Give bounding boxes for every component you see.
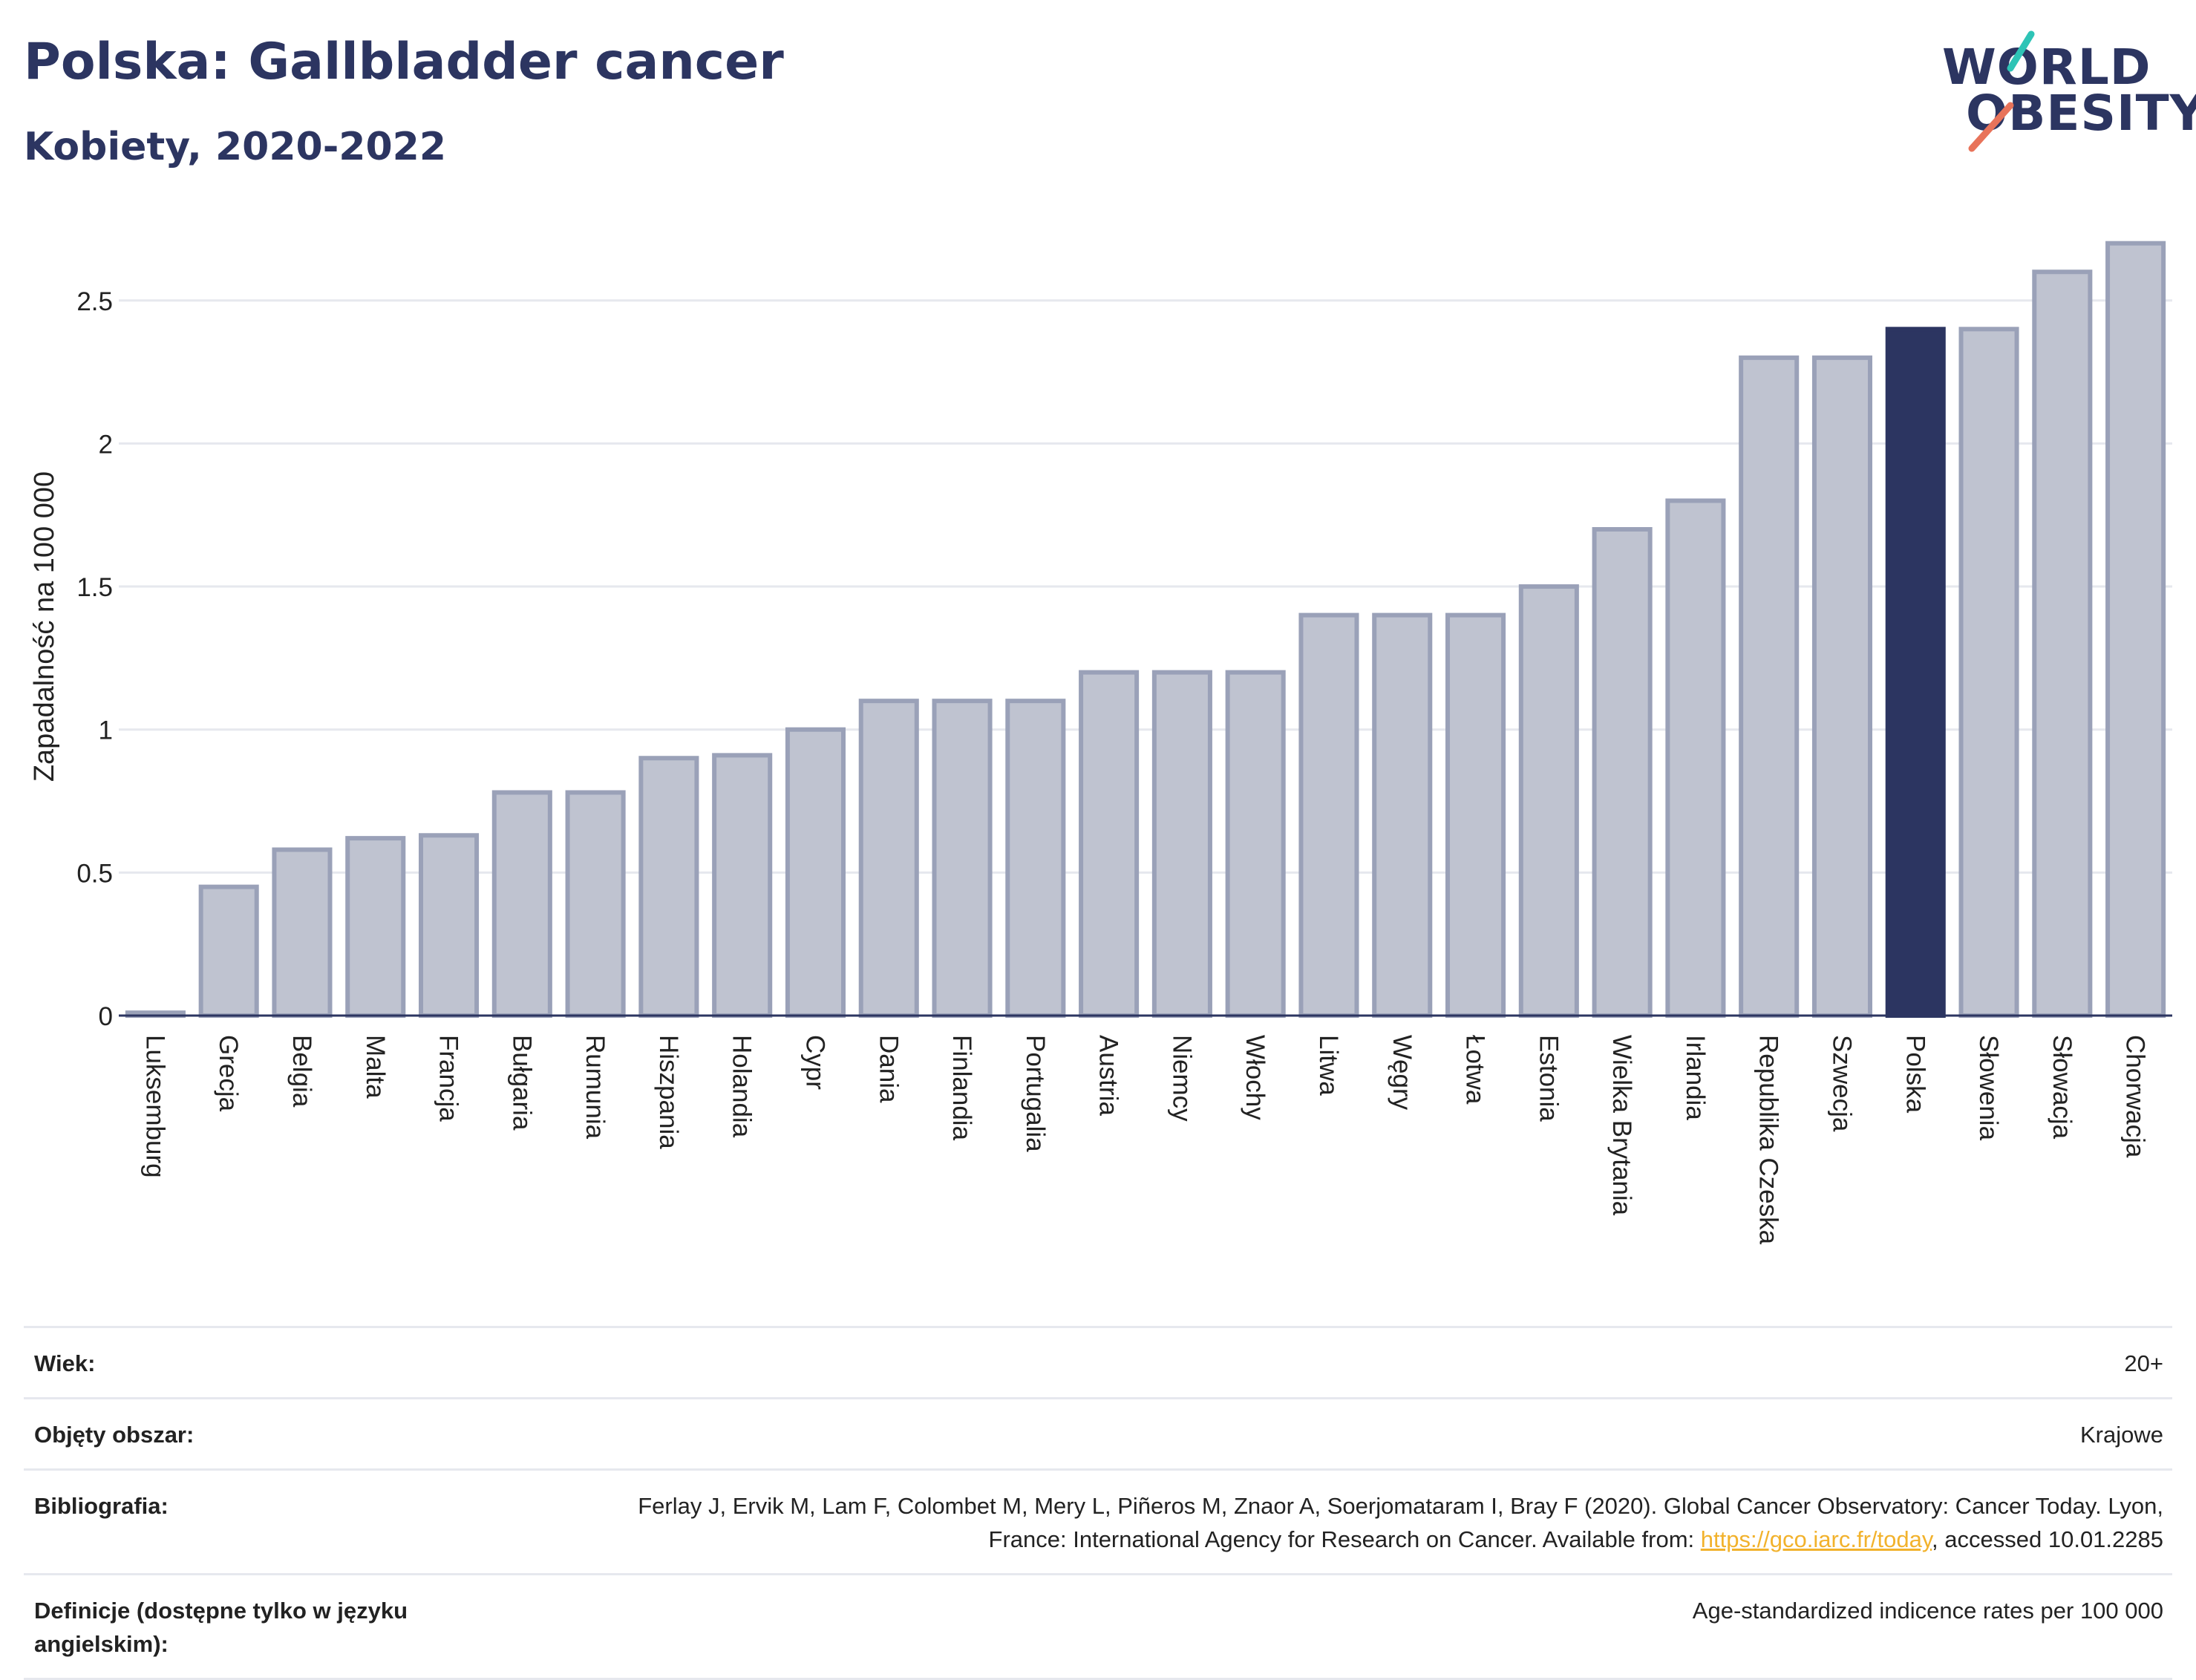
logo-line-1: WORLD [1942, 39, 2151, 96]
bar-finlandia[interactable] [932, 699, 993, 1018]
bar-niemcy[interactable] [1151, 670, 1212, 1018]
x-tick-label: Szwecja [1827, 1035, 1856, 1132]
x-tick-label: Malta [361, 1035, 390, 1099]
x-tick-label: Holandia [728, 1035, 756, 1138]
bar-republika-czeska[interactable] [1739, 355, 1800, 1018]
definitions-value: Age-standardized indicence rates per 100… [1692, 1597, 2163, 1624]
bar-rumunia[interactable] [565, 790, 626, 1018]
bar-malta[interactable] [345, 836, 406, 1019]
age-value: 20+ [2124, 1350, 2163, 1376]
bar-wielka-brytania[interactable] [1592, 527, 1653, 1018]
bars [125, 241, 2166, 1019]
bar-austria[interactable] [1079, 670, 1140, 1018]
info-row-bibliography: Bibliografia: Ferlay J, Ervik M, Lam F, … [24, 1468, 2172, 1573]
x-tick-label: Hiszpania [654, 1035, 683, 1149]
area-label: Objęty obszar: [34, 1421, 195, 1448]
x-tick-label: Francja [434, 1035, 463, 1122]
bibliography-label: Bibliografia: [34, 1492, 169, 1519]
x-tick-label: Austria [1094, 1035, 1123, 1116]
bar-dania[interactable] [858, 699, 919, 1018]
x-tick-label: Włochy [1241, 1035, 1269, 1120]
bar-hiszpania[interactable] [638, 756, 699, 1018]
info-row-area: Objęty obszar: Krajowe [24, 1396, 2172, 1468]
x-tick-label: Litwa [1314, 1035, 1343, 1096]
bibliography-accessed: , accessed 10.01.2285 [1932, 1526, 2163, 1552]
area-value: Krajowe [2080, 1421, 2163, 1448]
bar-chart: 0 0.5 1 1.5 2 2.5 Luksemburg Grecja Belgia Malta F… [29, 241, 2172, 1245]
bar-łotwa[interactable] [1445, 612, 1506, 1018]
page-title: Polska: Gallbladder cancer [24, 33, 784, 91]
x-tick-label: Słowenia [1974, 1035, 2003, 1141]
y-tick-label: 2 [99, 430, 113, 459]
x-tick-label: Łotwa [1461, 1035, 1490, 1105]
x-tick-label: Bułgaria [507, 1035, 536, 1131]
logo-slash-icon [1968, 30, 2035, 152]
x-tick-label: Luksemburg [140, 1035, 169, 1178]
x-tick-label: Rumunia [581, 1035, 610, 1140]
x-tick-label: Irlandia [1681, 1035, 1710, 1120]
x-tick-label: Republika Czeska [1754, 1035, 1783, 1245]
bar-estonia[interactable] [1518, 584, 1579, 1018]
x-tick-label: Finlandia [947, 1035, 976, 1141]
definitions-label: Definicje (dostępne tylko w języku angie… [34, 1597, 408, 1657]
y-tick-label: 2.5 [76, 287, 113, 316]
bar-węgry[interactable] [1372, 612, 1433, 1018]
bar-portugalia[interactable] [1005, 699, 1066, 1018]
bar-polska[interactable] [1885, 327, 1946, 1018]
bibliography-value: Ferlay J, Ervik M, Lam F, Colombet M, Me… [589, 1490, 2163, 1557]
age-label: Wiek: [34, 1350, 96, 1376]
x-tick-label: Polska [1901, 1035, 1929, 1114]
x-tick-label: Portugalia [1021, 1035, 1050, 1152]
x-tick-label: Słowacja [2048, 1035, 2076, 1140]
bibliography-text: Ferlay J, Ervik M, Lam F, Colombet M, Me… [638, 1492, 2163, 1552]
y-tick-label: 0.5 [76, 859, 113, 888]
x-tick-label: Chorwacja [2121, 1035, 2150, 1158]
x-tick-label: Niemcy [1167, 1035, 1196, 1122]
bar-słowenia[interactable] [1958, 327, 2019, 1018]
axes: 0 0.5 1 1.5 2 2.5 Luksemburg Grecja Belgia Malta F… [76, 287, 2172, 1245]
x-tick-label: Węgry [1388, 1035, 1416, 1111]
bar-włochy[interactable] [1225, 670, 1286, 1018]
info-row-definitions: Definicje (dostępne tylko w języku angie… [24, 1572, 2172, 1680]
y-axis-title: Zapadalność na 100 000 [29, 471, 60, 782]
x-tick-label: Wielka Brytania [1607, 1035, 1636, 1216]
bar-francja[interactable] [418, 833, 480, 1018]
x-tick-label: Dania [874, 1035, 903, 1103]
bar-grecja[interactable] [198, 884, 259, 1019]
bar-słowacja[interactable] [2032, 269, 2093, 1018]
bar-szwecja[interactable] [1811, 355, 1873, 1018]
y-tick-label: 1 [99, 716, 113, 745]
x-tick-label: Grecja [214, 1035, 243, 1112]
info-table: Wiek: 20+ Objęty obszar: Krajowe Bibliog… [24, 1326, 2172, 1680]
info-row-age: Wiek: 20+ [24, 1326, 2172, 1397]
page-subtitle: Kobiety, 2020-2022 [24, 125, 447, 169]
bar-holandia[interactable] [712, 753, 773, 1018]
bar-cypr[interactable] [785, 727, 846, 1018]
x-tick-label: Cypr [800, 1035, 829, 1090]
world-obesity-logo[interactable]: WORLD OBESITY [1930, 30, 2196, 163]
y-tick-label: 0 [99, 1002, 113, 1031]
y-tick-label: 1.5 [76, 573, 113, 602]
bibliography-link[interactable]: https://gco.iarc.fr/today [1700, 1526, 1932, 1552]
x-tick-label: Belgia [287, 1035, 316, 1108]
bar-belgia[interactable] [272, 847, 333, 1018]
bar-irlandia[interactable] [1665, 498, 1726, 1018]
bar-bułgaria[interactable] [491, 790, 552, 1018]
bar-chorwacja[interactable] [2105, 241, 2166, 1018]
bar-litwa[interactable] [1298, 612, 1359, 1018]
x-tick-label: Estonia [1534, 1035, 1563, 1122]
